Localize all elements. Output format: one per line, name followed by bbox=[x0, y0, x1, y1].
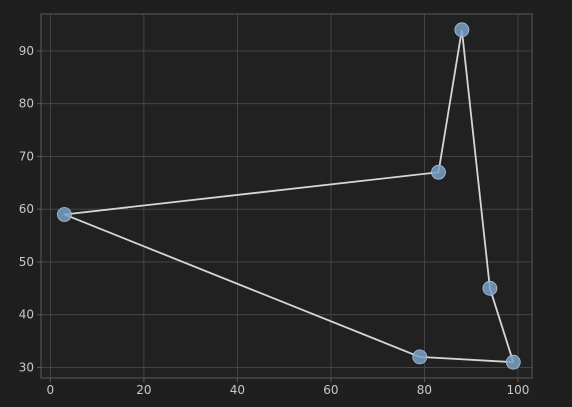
data-point-0-5 bbox=[482, 280, 498, 296]
x-tick-label-3: 60 bbox=[323, 383, 338, 397]
data-point-0-0 bbox=[454, 22, 470, 38]
x-tick-label-0: 0 bbox=[47, 383, 55, 397]
x-tick-label-4: 80 bbox=[417, 383, 432, 397]
y-tick-label-2: 50 bbox=[19, 255, 34, 269]
plot-area bbox=[41, 14, 532, 378]
y-tick-label-1: 40 bbox=[19, 308, 34, 322]
grid-layer bbox=[41, 14, 532, 378]
y-tick-label-4: 70 bbox=[19, 149, 34, 163]
y-tick-label-5: 80 bbox=[19, 97, 34, 111]
y-tick-label-6: 90 bbox=[19, 44, 34, 58]
y-tick-label-3: 60 bbox=[19, 202, 34, 216]
ticks-layer: 0 20 40 60 80 100 30 40 50 60 70 80 90 bbox=[19, 44, 530, 397]
x-tick-label-2: 40 bbox=[230, 383, 245, 397]
data-point-0-4 bbox=[505, 354, 521, 370]
axes-layer bbox=[40, 13, 533, 379]
data-point-0-1 bbox=[431, 164, 446, 180]
data-point-0-3 bbox=[412, 349, 428, 365]
x-tick-label-1: 20 bbox=[136, 383, 151, 397]
axes-frame bbox=[40, 13, 533, 379]
x-tick-label-5: 100 bbox=[507, 383, 530, 397]
marker-layer bbox=[56, 22, 521, 370]
y-tick-label-0: 30 bbox=[19, 360, 34, 374]
data-point-0-2 bbox=[56, 207, 72, 222]
